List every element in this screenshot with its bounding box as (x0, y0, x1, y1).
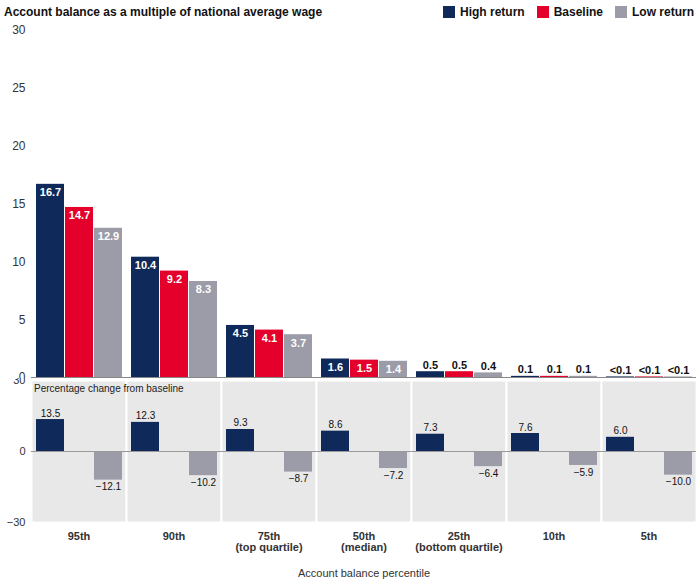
svg-text:12.9: 12.9 (98, 230, 119, 242)
svg-text:9.2: 9.2 (167, 273, 182, 285)
svg-text:30: 30 (13, 378, 25, 386)
svg-text:4.1: 4.1 (262, 332, 277, 344)
svg-text:0.1: 0.1 (518, 363, 533, 375)
svg-text:50th(median): 50th(median) (341, 530, 387, 553)
svg-text:20: 20 (12, 139, 26, 153)
html-text:Percentage change from baselin: Percentage change from baseline (34, 383, 184, 394)
svg-text:0.1: 0.1 (547, 363, 562, 375)
html-text:High return: High return (460, 5, 525, 19)
svg-text:−6.4: −6.4 (479, 468, 499, 479)
svg-text:7.6: 7.6 (519, 422, 533, 433)
svg-text:95th: 95th (68, 530, 91, 542)
svg-text:25th(bottom quartile): 25th(bottom quartile) (415, 530, 503, 553)
svg-text:12.3: 12.3 (136, 410, 156, 421)
svg-text:4.5: 4.5 (233, 327, 248, 339)
svg-text:0: 0 (19, 370, 26, 378)
svg-text:75th(top quartile): 75th(top quartile) (235, 530, 303, 553)
svg-text:<0.1: <0.1 (668, 364, 690, 376)
svg-text:9.3: 9.3 (234, 417, 248, 428)
svg-text:<0.1: <0.1 (610, 364, 632, 376)
svg-text:1.5: 1.5 (357, 362, 372, 374)
svg-text:1.6: 1.6 (328, 361, 343, 373)
svg-text:−30: −30 (7, 516, 26, 528)
svg-text:7.3: 7.3 (424, 422, 438, 433)
html-text:Account balance as a multiple: Account balance as a multiple of nationa… (4, 5, 323, 19)
html-text:Low return: Low return (632, 5, 694, 19)
svg-text:25: 25 (12, 81, 26, 95)
svg-text:0.4: 0.4 (481, 360, 497, 372)
svg-text:0.1: 0.1 (576, 363, 591, 375)
svg-text:0.5: 0.5 (452, 359, 467, 371)
svg-text:0: 0 (19, 445, 25, 457)
svg-text:<0.1: <0.1 (639, 364, 661, 376)
svg-text:13.5: 13.5 (41, 408, 61, 419)
svg-text:90th: 90th (163, 530, 186, 542)
svg-text:−8.7: −8.7 (289, 473, 309, 484)
svg-text:0.5: 0.5 (423, 359, 438, 371)
svg-text:10th: 10th (543, 530, 566, 542)
svg-text:−12.1: −12.1 (96, 481, 122, 492)
svg-text:10.4: 10.4 (135, 259, 157, 271)
svg-text:14.7: 14.7 (69, 209, 90, 221)
svg-text:8.6: 8.6 (329, 419, 343, 430)
svg-text:16.7: 16.7 (40, 186, 61, 198)
svg-text:6.0: 6.0 (614, 425, 628, 436)
svg-text:5: 5 (19, 313, 26, 327)
svg-text:−5.9: −5.9 (574, 467, 594, 478)
svg-text:−10.2: −10.2 (191, 477, 217, 488)
svg-text:8.3: 8.3 (196, 283, 211, 295)
svg-text:1.4: 1.4 (386, 363, 402, 375)
svg-text:30: 30 (12, 23, 26, 37)
svg-text:Account balance percentile: Account balance percentile (298, 567, 430, 579)
svg-text:5th: 5th (641, 530, 658, 542)
svg-text:3.7: 3.7 (291, 337, 306, 349)
svg-text:−7.2: −7.2 (384, 470, 404, 481)
html-text:Baseline: Baseline (553, 5, 603, 19)
svg-text:10: 10 (12, 255, 26, 269)
svg-text:15: 15 (12, 197, 26, 211)
svg-text:−10.0: −10.0 (666, 476, 692, 487)
